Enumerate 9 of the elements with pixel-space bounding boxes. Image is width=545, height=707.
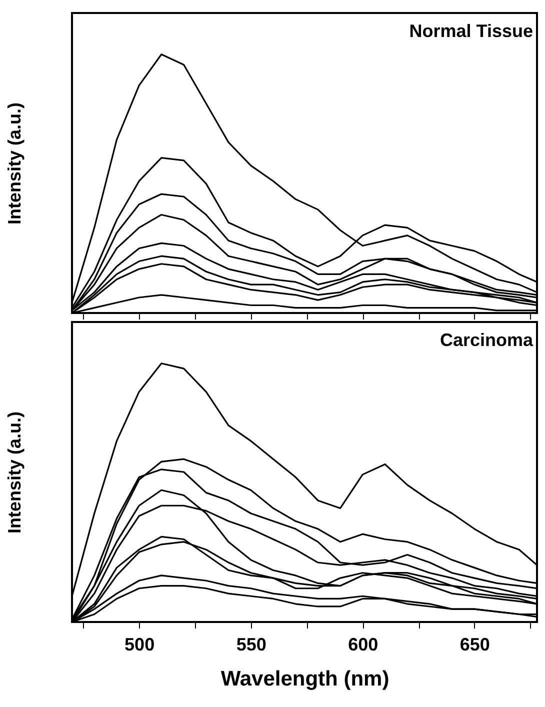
x-tick-label: 650 — [460, 634, 490, 654]
x-tick-label: 500 — [124, 634, 155, 654]
chart-title: Normal Tissue — [409, 21, 533, 41]
x-axis-title: Wavelength (nm) — [220, 668, 390, 690]
chart-title: Carcinoma — [440, 330, 534, 350]
y-axis-title: Intensity (a.u.) — [4, 102, 24, 225]
y-axis-title: Intensity (a.u.) — [4, 411, 24, 534]
x-tick-label: 550 — [236, 634, 266, 654]
x-tick-label: 600 — [348, 634, 378, 654]
